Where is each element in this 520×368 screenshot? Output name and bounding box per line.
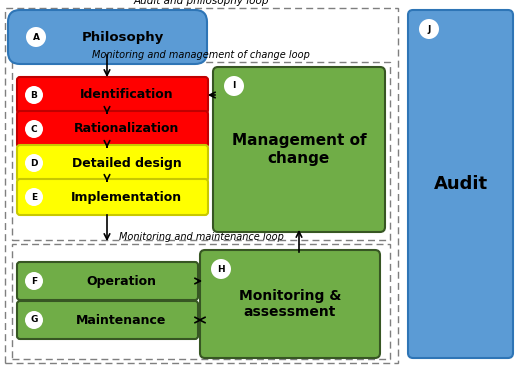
Circle shape (419, 19, 439, 39)
Circle shape (25, 311, 43, 329)
Circle shape (25, 154, 43, 172)
FancyBboxPatch shape (17, 262, 198, 300)
Text: Detailed design: Detailed design (72, 156, 181, 170)
Text: Rationalization: Rationalization (74, 123, 179, 135)
Text: Audit: Audit (434, 175, 488, 193)
FancyBboxPatch shape (17, 179, 208, 215)
Circle shape (224, 76, 244, 96)
Text: J: J (427, 25, 431, 33)
Text: Monitoring &
assessment: Monitoring & assessment (239, 289, 341, 319)
Text: Audit and philosophy loop: Audit and philosophy loop (134, 0, 269, 6)
Circle shape (25, 86, 43, 104)
Circle shape (25, 272, 43, 290)
FancyBboxPatch shape (17, 77, 208, 113)
Circle shape (26, 27, 46, 47)
FancyBboxPatch shape (213, 67, 385, 232)
Circle shape (25, 120, 43, 138)
Text: Implementation: Implementation (71, 191, 182, 204)
Text: D: D (30, 159, 38, 167)
FancyBboxPatch shape (17, 145, 208, 181)
Text: F: F (31, 276, 37, 286)
Text: Maintenance: Maintenance (76, 314, 167, 326)
Text: E: E (31, 192, 37, 202)
Text: B: B (31, 91, 37, 99)
Text: G: G (30, 315, 37, 325)
FancyBboxPatch shape (17, 111, 208, 147)
FancyBboxPatch shape (408, 10, 513, 358)
Circle shape (211, 259, 231, 279)
FancyBboxPatch shape (17, 301, 198, 339)
FancyBboxPatch shape (200, 250, 380, 358)
Circle shape (25, 188, 43, 206)
Text: I: I (232, 81, 236, 91)
FancyBboxPatch shape (8, 10, 207, 64)
Text: C: C (31, 124, 37, 134)
Text: Operation: Operation (86, 275, 157, 287)
Text: H: H (217, 265, 225, 273)
Text: Philosophy: Philosophy (81, 31, 164, 43)
Text: Monitoring and management of change loop: Monitoring and management of change loop (92, 50, 310, 60)
Text: Monitoring and maintenance loop: Monitoring and maintenance loop (119, 232, 283, 242)
Text: A: A (32, 32, 40, 42)
Text: Management of
change: Management of change (232, 133, 366, 166)
Text: Identification: Identification (80, 88, 173, 102)
